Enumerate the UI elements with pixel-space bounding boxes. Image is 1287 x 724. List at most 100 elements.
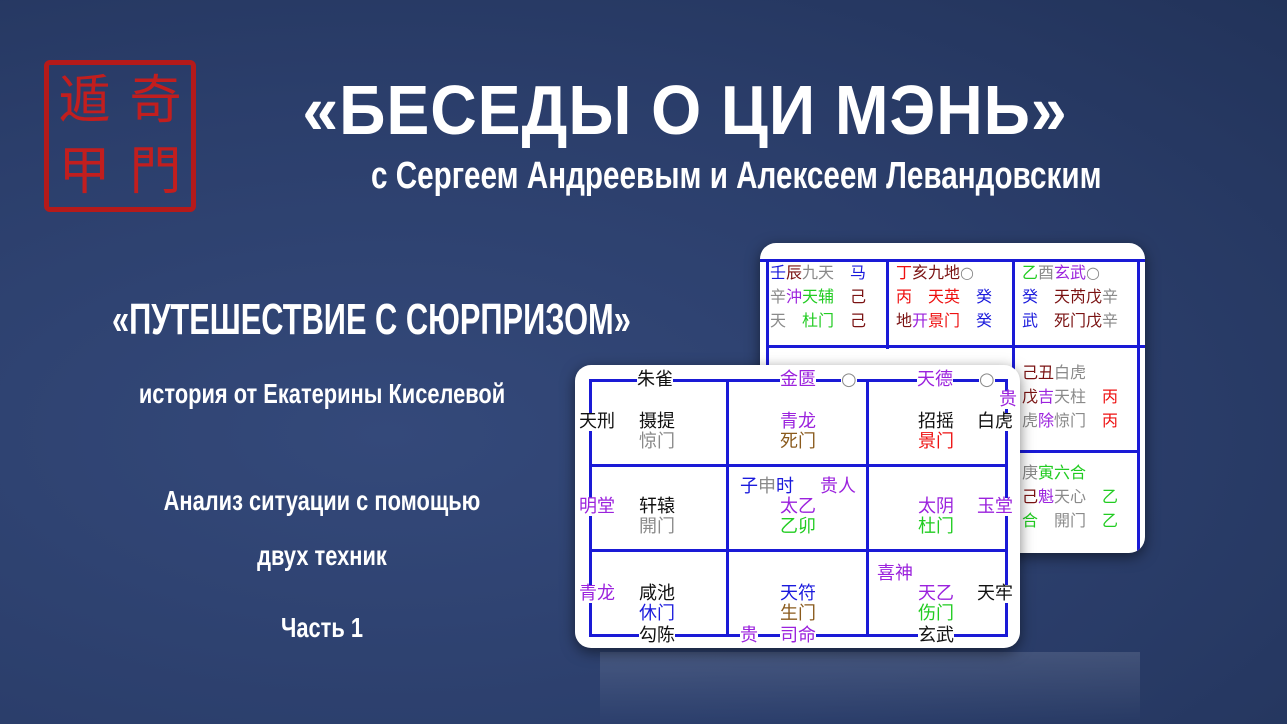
chart-label: 癸 天芮戊辛 xyxy=(1022,287,1119,306)
chart-glyph: 辛 xyxy=(1102,287,1119,306)
chart-label: 金匮 xyxy=(780,371,816,389)
chart-label: 天牢 xyxy=(977,585,1013,603)
chart-glyph: 壬 xyxy=(770,263,787,282)
chart-glyph: 戊 xyxy=(1022,387,1039,406)
seal-glyph: 遁 xyxy=(58,70,111,131)
chart-glyph: 休门 xyxy=(639,603,675,624)
chart-glyph: 贵 xyxy=(740,625,758,646)
analysis-line-2: двух техник xyxy=(257,540,387,571)
grid-line xyxy=(589,464,1007,467)
chart-glyph: 惊门 xyxy=(1054,411,1103,430)
chart-glyph: 白虎 xyxy=(977,411,1013,432)
chart-glyph: 惊门 xyxy=(639,431,675,452)
chart-label: 虎除惊门 丙 xyxy=(1022,411,1119,430)
chart-glyph: 天乙 xyxy=(918,583,954,604)
chart-label: 地开景门 癸 xyxy=(896,311,993,330)
seal-glyph: 門 xyxy=(129,141,182,202)
chart-label: 乙卯 xyxy=(780,518,816,536)
chart-label: 喜神 xyxy=(877,565,913,583)
chart-label: 轩辕 xyxy=(639,498,675,516)
chart-glyph: 地 xyxy=(896,311,913,330)
chart-glyph: 癸 xyxy=(976,287,993,306)
chart-glyph: 景门 xyxy=(918,431,954,452)
chart-label: 天符 xyxy=(780,585,816,603)
chart-glyph: 乙 xyxy=(1022,263,1039,282)
episode-author: история от Екатерины Киселевой xyxy=(138,378,506,409)
grid-line xyxy=(726,379,729,637)
chart-glyph: 贵人 xyxy=(820,476,856,497)
chart-glyph: ○ xyxy=(1086,263,1101,282)
seal-glyph: 甲 xyxy=(58,141,111,202)
chart-reflection xyxy=(600,652,1140,724)
chart-glyph: 轩辕 xyxy=(639,496,675,517)
chart-glyph: 贵 xyxy=(999,389,1017,410)
chart-label: 朱雀 xyxy=(637,371,673,389)
chart-glyph: 吉 xyxy=(1038,387,1055,406)
chart-glyph: 子 xyxy=(740,476,758,497)
chart-glyph: 青龙 xyxy=(780,411,816,432)
grid-line xyxy=(1017,450,1139,453)
chart-glyph: 杜门 xyxy=(802,311,851,330)
chart-label: 明堂 xyxy=(579,498,615,516)
chart-label: 青龙 xyxy=(579,585,615,603)
chart-glyph: 酉 xyxy=(1038,263,1055,282)
chart-label: 青龙 xyxy=(780,413,816,431)
chart-glyph: 勾陈 xyxy=(639,625,675,646)
chart-glyph: 天柱 xyxy=(1054,387,1103,406)
chart-glyph: 丙 xyxy=(1102,411,1119,430)
analysis-line-1: Анализ ситуации с помощью xyxy=(163,485,481,516)
chart-label: 招摇 xyxy=(918,413,954,431)
chart-label: 咸池 xyxy=(639,585,675,603)
page-subtitle: с Сергеем Андреевым и Алексеем Левандовс… xyxy=(371,155,1102,197)
chart-glyph: 马 xyxy=(850,263,867,282)
chart-label: 勾陈 xyxy=(639,627,675,645)
chart-glyph: 司命 xyxy=(780,625,816,646)
chart-glyph: 天德 xyxy=(917,369,953,390)
chart-label: 摄提 xyxy=(639,413,675,431)
chart-glyph: 乙 xyxy=(1102,511,1119,530)
chart-label: 天 杜门 己 xyxy=(770,311,867,330)
chart-label: 死门 xyxy=(780,433,816,451)
chart-label: 開门 xyxy=(639,518,675,536)
chart-glyph: 玄武 xyxy=(1054,263,1087,282)
chart-glyph: 景门 xyxy=(928,311,977,330)
chart-label: 天乙 xyxy=(918,585,954,603)
chart-label: 丁亥九地○ xyxy=(896,263,975,282)
chart-glyph: ○ xyxy=(960,263,975,282)
chart-glyph: 魁 xyxy=(1038,487,1055,506)
chart-label: 丙 天英 癸 xyxy=(896,287,993,306)
chart-glyph: 太阴 xyxy=(918,496,954,517)
chart-glyph: 申 xyxy=(758,476,776,497)
chart-glyph: 天牢 xyxy=(977,583,1013,604)
qimen-chart-front: 朱雀 金匮 ○ 天德 ○ 贵天刑 摄提 惊门 青龙 死门 招摇 景门 白虎 子申时 贵人 太乙 乙卯 明堂 轩辕 開门… xyxy=(575,365,1020,648)
chart-glyph: 天心 xyxy=(1054,487,1103,506)
chart-glyph: 天芮戊 xyxy=(1054,287,1103,306)
chart-glyph: 白虎 xyxy=(1054,363,1087,382)
chart-label: 贵 xyxy=(740,627,758,645)
chart-label: 己丑白虎 xyxy=(1022,363,1087,382)
grid-line xyxy=(766,345,1145,348)
chart-glyph: 朱雀 xyxy=(637,369,673,390)
grid-line xyxy=(886,259,889,349)
chart-glyph: 天符 xyxy=(780,583,816,604)
chart-glyph: 寅六合 xyxy=(1038,463,1087,482)
grid-line xyxy=(589,549,1007,552)
chart-label: 天刑 xyxy=(579,413,615,431)
chart-glyph: ○ xyxy=(841,369,857,390)
episode-title: «ПУТЕШЕСТВИЕ С СЮРПРИЗОМ» xyxy=(112,295,631,344)
chart-label: ○ xyxy=(979,371,995,389)
chart-label: 白虎 xyxy=(977,413,1013,431)
chart-glyph: 招摇 xyxy=(918,411,954,432)
grid-line xyxy=(866,379,869,637)
grid-line xyxy=(1137,259,1140,553)
chart-glyph: 辛 xyxy=(1102,311,1119,330)
qimen-seal-logo: 遁甲奇門 xyxy=(44,60,196,212)
chart-label: 戊吉天柱 丙 xyxy=(1022,387,1119,406)
chart-glyph: 合 xyxy=(1022,511,1055,530)
chart-label: 玉堂 xyxy=(977,498,1013,516)
chart-label: 己魁天心 乙 xyxy=(1022,487,1119,506)
chart-label: 子申时 xyxy=(740,478,794,496)
chart-glyph: 九地 xyxy=(928,263,961,282)
chart-glyph: 己 xyxy=(850,311,867,330)
chart-glyph: 明堂 xyxy=(579,496,615,517)
